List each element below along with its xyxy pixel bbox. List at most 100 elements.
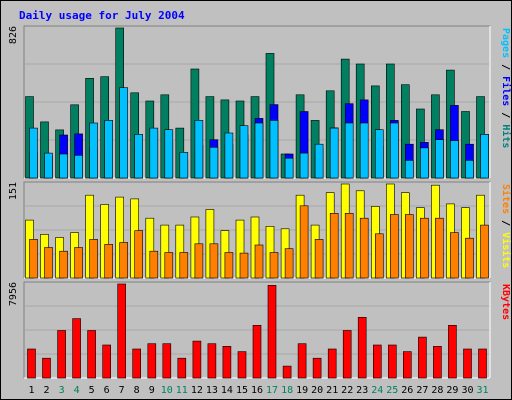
bar-sites-day-25: [389, 214, 399, 279]
bar-kbytes-day-26: [402, 351, 412, 379]
bar-sites-day-2: [44, 247, 53, 279]
bar-pages-day-6: [104, 120, 113, 179]
x-tick-label: 10: [161, 385, 173, 396]
series-kbytes: [27, 283, 487, 379]
panel-visits: 151 Sites / Visits: [8, 181, 512, 279]
bar-sites-day-12: [194, 243, 204, 279]
x-tick-label: 16: [251, 385, 263, 396]
bar-pages-day-20: [314, 143, 324, 179]
x-tick-label: 19: [296, 385, 308, 396]
x-tick-label: 28: [431, 385, 443, 396]
bar-pages-day-5: [89, 122, 98, 179]
bar-sites-day-18: [284, 248, 294, 279]
bar-sites-day-21: [329, 213, 339, 279]
bar-sites-day-6: [104, 244, 113, 279]
bar-pages-day-2: [44, 152, 53, 179]
bar-pages-day-1: [29, 127, 38, 179]
bar-pages-day-31: [480, 134, 489, 179]
bar-sites-day-27: [420, 217, 429, 279]
bar-pages-day-22: [344, 122, 354, 179]
x-tick-label: 23: [356, 385, 368, 396]
x-tick-label: 6: [104, 385, 110, 396]
bar-pages-day-7: [119, 87, 128, 179]
panel-hits: 826 Pages / Files / Hits: [8, 25, 512, 179]
bar-kbytes-day-24: [372, 344, 382, 379]
bar-sites-day-16: [254, 244, 264, 279]
bar-pages-day-8: [134, 134, 143, 179]
legend-entry: KBytes: [500, 284, 511, 320]
max-value-label: 7956: [8, 282, 19, 306]
x-tick-label: 18: [281, 385, 293, 396]
bar-sites-day-9: [149, 250, 159, 279]
bar-sites-day-8: [134, 230, 143, 279]
bar-sites-day-20: [314, 239, 324, 279]
bar-kbytes-day-16: [252, 324, 262, 379]
bar-kbytes-day-25: [387, 344, 397, 379]
bar-pages-day-28: [435, 139, 444, 179]
x-tick-label: 25: [386, 385, 398, 396]
x-axis-labels: 1 2 3 4 5 6 7 8 9 10 11 12 13 14 15 16 17 18 19 20 21 22 23 24 2…: [28, 385, 488, 396]
series-pages: [29, 87, 489, 179]
bar-kbytes-day-23: [357, 316, 367, 379]
bar-sites-day-23: [359, 217, 369, 279]
bar-sites-day-17: [269, 252, 279, 279]
x-tick-label: 29: [446, 385, 458, 396]
bar-sites-day-26: [404, 214, 414, 279]
bar-sites-day-5: [89, 239, 98, 279]
bar-kbytes-day-9: [147, 343, 157, 379]
bar-pages-day-10: [164, 129, 174, 179]
bar-kbytes-day-15: [237, 351, 247, 379]
x-tick-label: 5: [89, 385, 95, 396]
x-tick-label: 17: [266, 385, 278, 396]
x-tick-label: 15: [236, 385, 248, 396]
bar-kbytes-day-12: [192, 340, 202, 379]
bar-pages-day-15: [239, 125, 249, 179]
panel-kbytes: 7956 KBytes: [8, 281, 511, 379]
x-tick-label: 4: [74, 385, 80, 396]
bar-kbytes-day-4: [72, 318, 81, 379]
legend-entry: Pages: [500, 28, 511, 58]
side-legend: Sites / Visits: [500, 184, 512, 268]
bar-kbytes-day-11: [177, 357, 187, 379]
bar-kbytes-day-17: [267, 284, 277, 379]
bar-pages-day-24: [374, 129, 384, 179]
bar-pages-day-13: [209, 147, 219, 179]
x-tick-label: 20: [311, 385, 323, 396]
bar-pages-day-19: [299, 152, 309, 179]
bar-kbytes-day-5: [87, 330, 96, 379]
x-tick-label: 22: [341, 385, 353, 396]
max-value-label: 826: [8, 26, 19, 44]
legend-entry: /: [500, 214, 511, 232]
bar-pages-day-11: [179, 152, 189, 179]
bar-kbytes-day-8: [132, 348, 141, 379]
bar-sites-day-31: [480, 224, 489, 279]
bar-pages-day-23: [359, 122, 369, 179]
chart-title: Daily usage for July 2004: [19, 9, 185, 22]
max-value-label: 151: [8, 182, 19, 200]
bar-kbytes-day-6: [102, 344, 111, 379]
x-tick-label: 12: [191, 385, 203, 396]
legend-entry: Hits: [500, 124, 512, 148]
bar-sites-day-13: [209, 243, 219, 279]
x-tick-label: 21: [326, 385, 338, 396]
bar-sites-day-3: [59, 250, 68, 279]
x-tick-label: 26: [401, 385, 413, 396]
bar-pages-day-4: [74, 155, 83, 179]
bar-kbytes-day-27: [418, 336, 427, 379]
bar-kbytes-day-20: [312, 357, 322, 379]
bar-sites-day-10: [164, 252, 174, 279]
x-tick-label: 24: [371, 385, 383, 396]
x-tick-label: 8: [134, 385, 140, 396]
bar-sites-day-29: [450, 232, 459, 279]
bar-pages-day-27: [420, 147, 429, 179]
bar-sites-day-30: [465, 237, 474, 279]
bar-kbytes-day-2: [42, 357, 51, 379]
bar-pages-day-16: [254, 122, 264, 179]
bar-pages-day-29: [450, 140, 459, 179]
bar-pages-day-30: [465, 160, 474, 179]
x-tick-label: 31: [476, 385, 488, 396]
bar-kbytes-day-3: [57, 330, 66, 379]
x-tick-label: 1: [28, 385, 34, 396]
bar-sites-day-14: [224, 252, 234, 279]
bar-kbytes-day-18: [282, 365, 292, 379]
